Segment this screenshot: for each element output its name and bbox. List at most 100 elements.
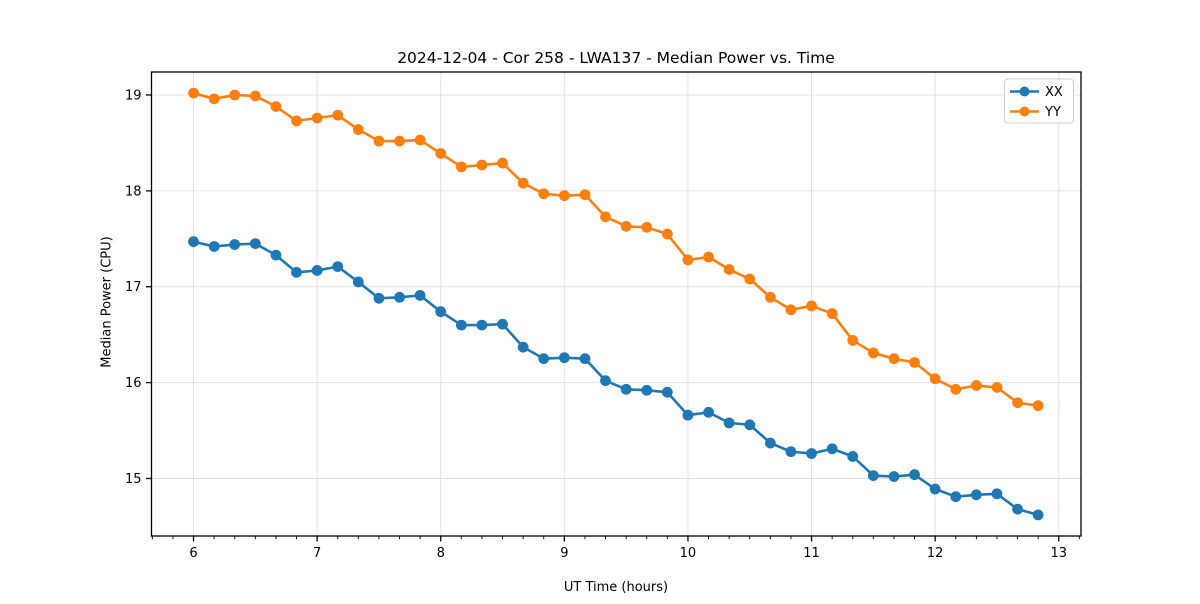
data-point (476, 159, 488, 171)
data-point (579, 353, 591, 365)
y-axis-label: Median Power (CPU) (100, 236, 115, 367)
data-point (517, 341, 529, 353)
data-point (641, 384, 653, 396)
data-point (249, 90, 261, 102)
data-point (929, 373, 941, 385)
data-point (867, 470, 879, 482)
data-point (744, 419, 756, 431)
data-point (682, 409, 694, 421)
data-point (291, 115, 302, 127)
data-point (847, 451, 859, 462)
data-point (620, 220, 632, 232)
data-point (579, 189, 591, 201)
data-point (394, 135, 405, 147)
data-point (661, 228, 673, 240)
data-point (497, 318, 508, 330)
data-point (497, 157, 508, 169)
data-point (291, 266, 302, 278)
data-point (641, 221, 653, 233)
x-tick-label: 9 (560, 546, 568, 561)
legend-label: YY (1044, 105, 1061, 120)
data-point (455, 319, 467, 331)
data-point (517, 177, 529, 189)
x-tick-label: 10 (680, 546, 697, 561)
x-axis: 6 7 8 9 10 11 12 13 (151, 536, 1080, 561)
data-point (970, 489, 982, 501)
data-point (1032, 509, 1044, 521)
data-point (435, 306, 447, 318)
data-point (270, 101, 282, 112)
data-point (744, 273, 756, 285)
data-point (208, 241, 220, 252)
data-point (249, 238, 261, 250)
legend-marker (1019, 106, 1030, 117)
legend-label: XX (1045, 85, 1063, 100)
data-point (826, 308, 838, 319)
legend-box (1004, 78, 1074, 124)
data-point (1032, 400, 1044, 412)
legend-marker (1019, 86, 1030, 97)
data-point (455, 161, 467, 173)
data-point (703, 406, 714, 418)
x-tick-label: 8 (437, 546, 445, 561)
data-point (373, 135, 385, 147)
data-point (785, 304, 797, 316)
x-tick-label: 12 (927, 546, 944, 561)
data-point (703, 251, 714, 263)
y-tick-label: 19 (125, 89, 142, 104)
gridlines (151, 72, 1081, 536)
data-point (414, 289, 426, 301)
data-point (867, 347, 879, 359)
data-point (847, 335, 859, 346)
data-point (558, 352, 570, 364)
chart-title: 2024-12-04 - Cor 258 - LWA137 - Median P… (397, 49, 835, 67)
data-series (188, 87, 1044, 521)
data-point (373, 292, 385, 304)
y-axis: 15 16 17 18 19 (125, 89, 152, 487)
legend: XX YY (1004, 78, 1074, 124)
data-point (352, 276, 364, 288)
data-point (764, 437, 776, 449)
data-point (950, 491, 962, 503)
data-point (723, 417, 735, 429)
x-tick-label: 13 (1050, 546, 1067, 561)
data-point (806, 300, 817, 312)
data-point (311, 265, 323, 276)
data-point (352, 124, 364, 135)
series-yy (188, 87, 1044, 412)
data-point (764, 291, 776, 303)
data-point (909, 469, 920, 481)
data-point (332, 261, 344, 273)
data-point (208, 93, 220, 105)
data-point (950, 383, 962, 395)
data-point (270, 249, 282, 261)
data-point (188, 236, 199, 248)
data-point (394, 291, 405, 303)
legend-entry-yy: YY (1010, 105, 1061, 120)
data-point (888, 471, 900, 482)
x-tick-label: 6 (189, 546, 197, 561)
data-point (991, 382, 1003, 393)
data-point (600, 211, 611, 223)
data-point (806, 448, 817, 459)
data-point (1012, 397, 1023, 409)
data-point (558, 190, 570, 202)
data-point (991, 488, 1003, 500)
x-axis-label: UT Time (hours) (564, 580, 668, 595)
data-point (661, 386, 673, 398)
data-point (1012, 503, 1023, 515)
data-point (826, 443, 838, 455)
data-point (229, 239, 241, 250)
data-point (785, 446, 797, 458)
data-point (476, 319, 488, 331)
data-point (909, 357, 920, 368)
data-point (414, 134, 426, 146)
data-point (723, 264, 735, 275)
data-point (970, 380, 982, 391)
legend-entry-xx: XX (1010, 85, 1063, 100)
data-point (435, 148, 447, 159)
x-tick-label: 7 (313, 546, 321, 561)
y-tick-label: 18 (125, 184, 142, 199)
data-point (538, 188, 550, 200)
